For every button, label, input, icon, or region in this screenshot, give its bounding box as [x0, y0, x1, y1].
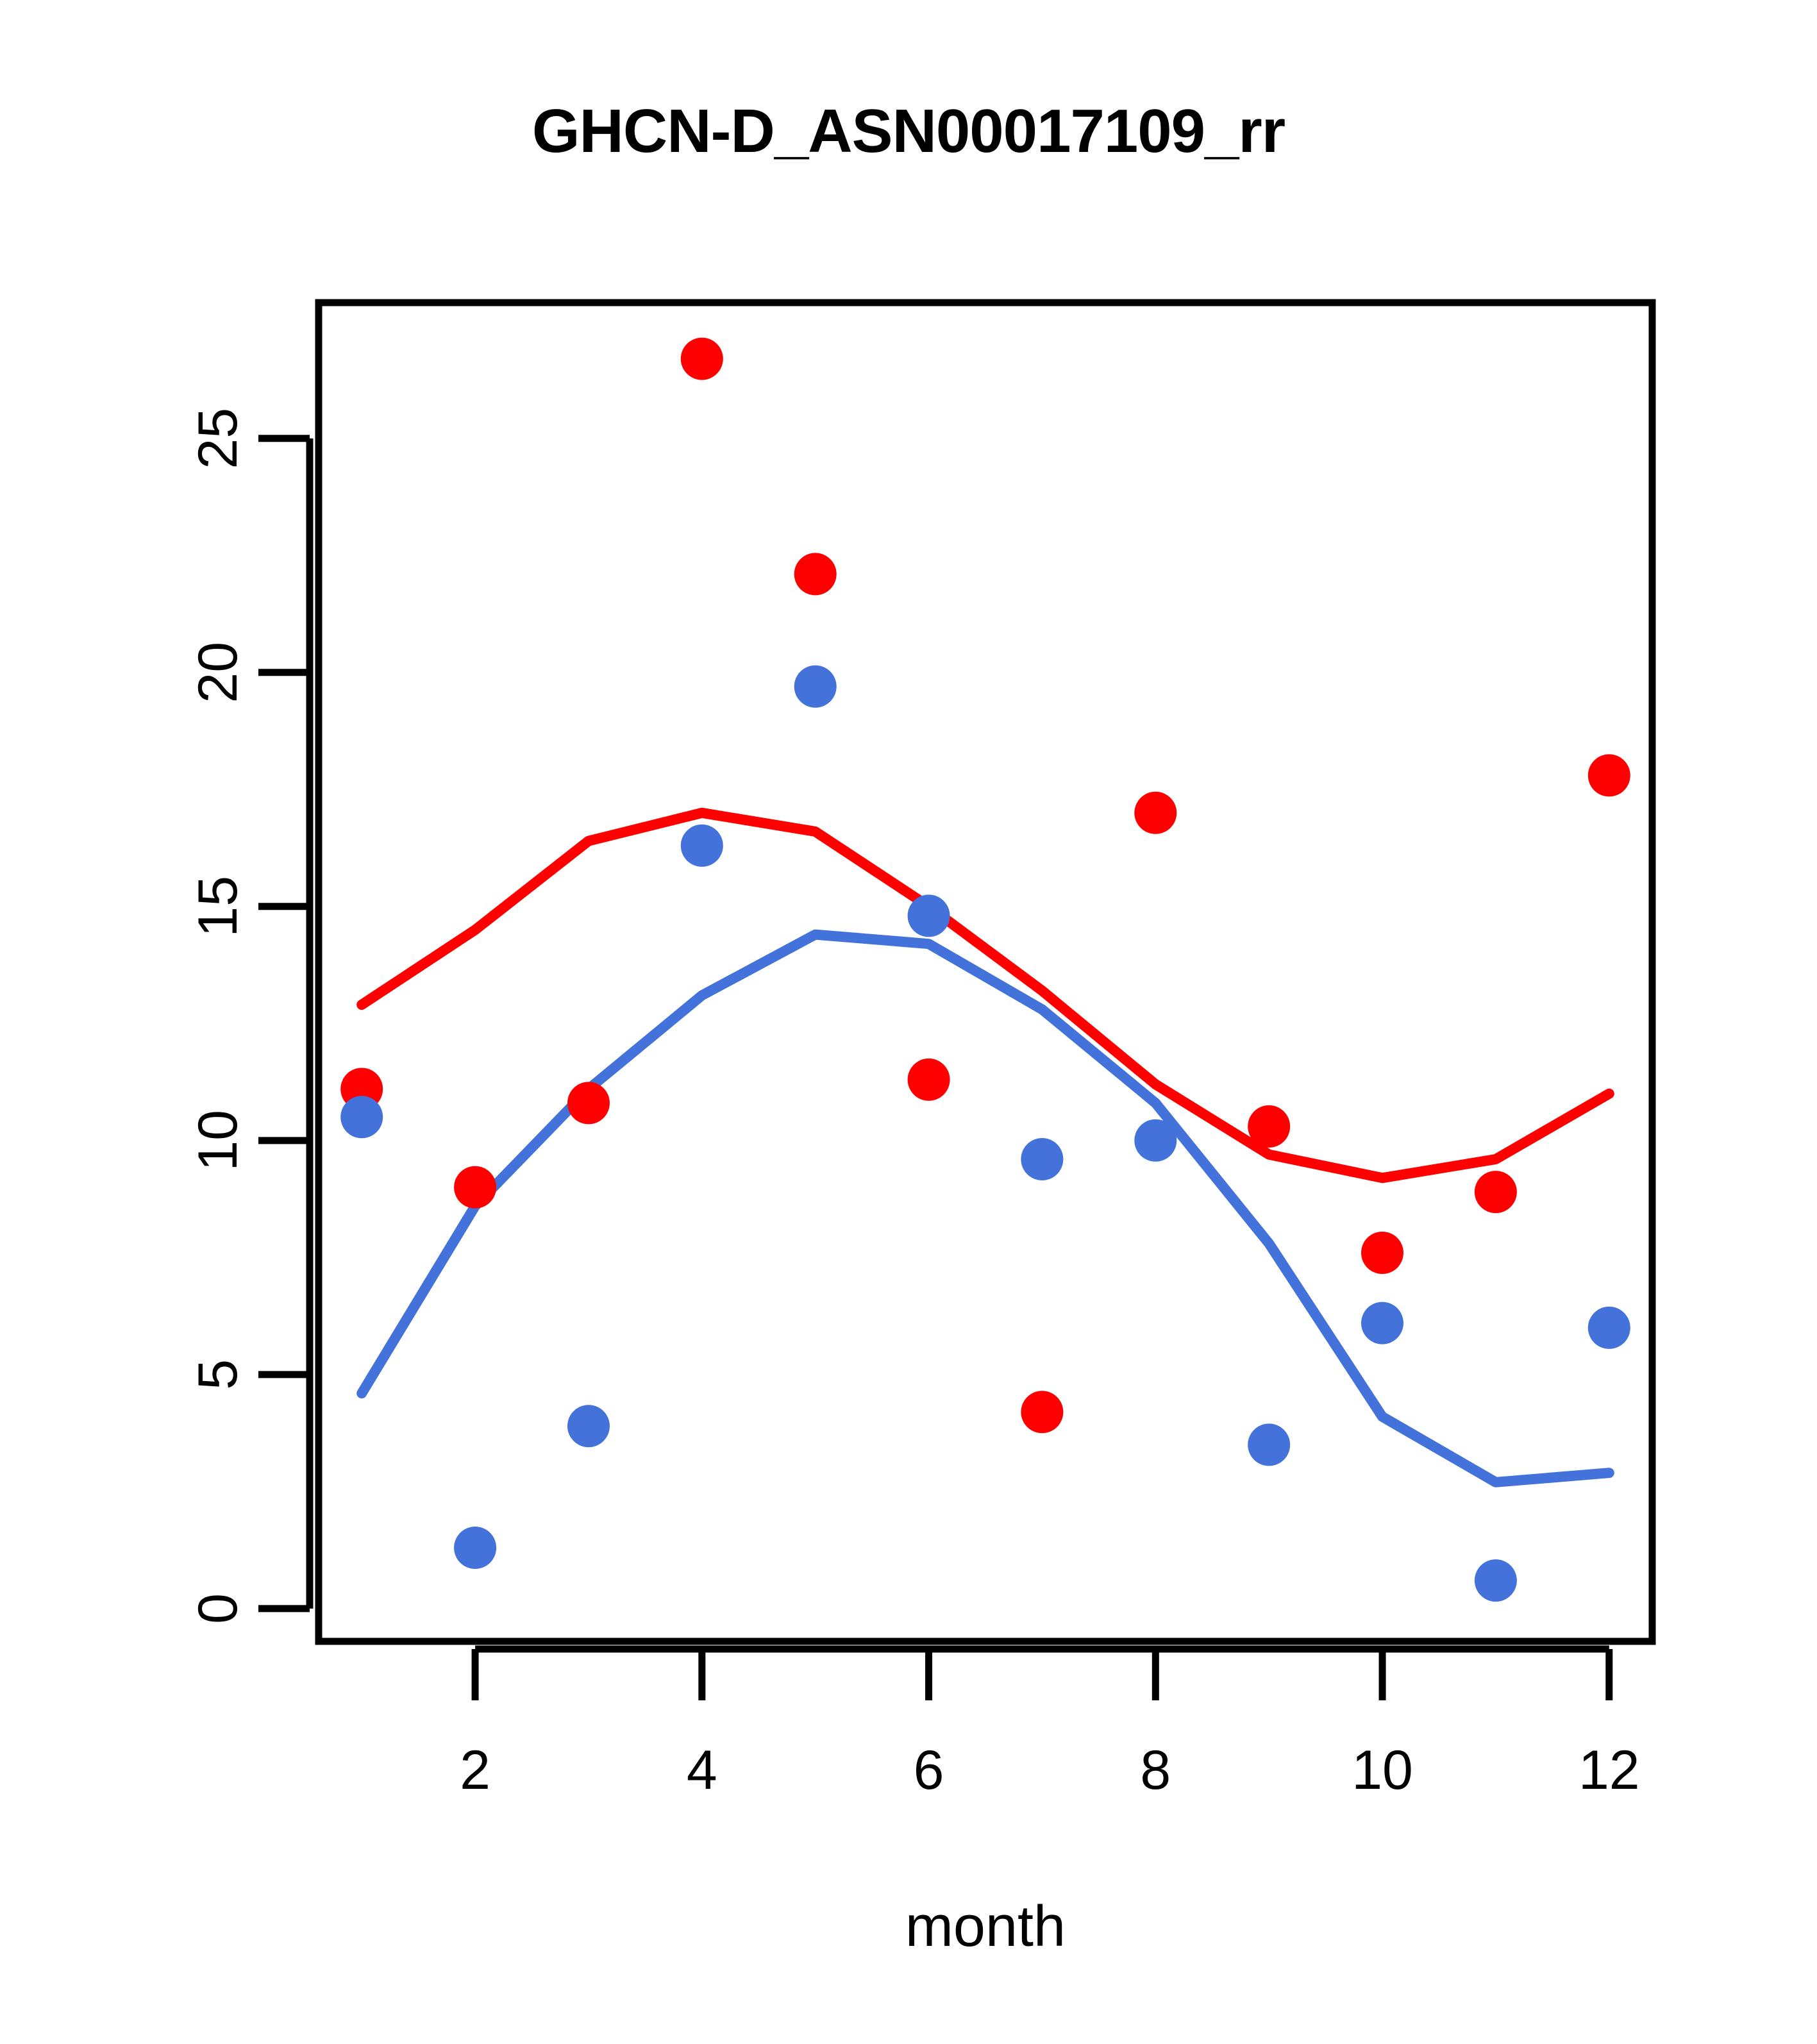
x-axis-tick-label: 12	[1578, 1739, 1640, 1801]
data-point-marker	[1021, 1391, 1064, 1434]
red-trend-line	[356, 807, 1614, 1184]
page-title: GHCN-D_ASN00017109_rr	[532, 97, 1285, 165]
y-axis-tick-label: 25	[187, 408, 249, 469]
plot-panel-border	[315, 299, 1656, 1645]
data-point-marker	[1134, 791, 1177, 834]
data-point-marker	[1248, 1423, 1291, 1466]
y-axis-tick-label: 0	[187, 1593, 249, 1624]
x-axis-tick-label: 2	[460, 1739, 490, 1801]
data-point-marker	[680, 824, 723, 867]
blue-trend-line	[356, 929, 1614, 1487]
data-point-marker	[454, 1527, 497, 1569]
x-axis-tick-label: 6	[914, 1739, 944, 1801]
data-point-marker	[794, 665, 837, 708]
data-point-marker	[907, 1058, 950, 1101]
y-axis-tick-label: 15	[187, 876, 249, 937]
data-point-marker	[567, 1405, 610, 1448]
data-point-marker	[1474, 1559, 1517, 1602]
y-axis-tick-label: 10	[187, 1110, 249, 1171]
x-axis-tick-label: 10	[1352, 1739, 1413, 1801]
data-point-marker	[1474, 1171, 1517, 1214]
data-point-marker	[454, 1166, 497, 1209]
x-axis: 2 4 6 8 10 12	[460, 1645, 1640, 1801]
data-point-marker	[794, 553, 837, 596]
x-axis-tick-label: 4	[687, 1739, 717, 1801]
y-axis: 0 5 10 15 20 25	[187, 408, 314, 1624]
x-axis-tick-label: 8	[1140, 1739, 1171, 1801]
data-point-marker	[1021, 1138, 1064, 1180]
data-point-marker	[1587, 754, 1630, 797]
y-axis-tick-label: 5	[187, 1359, 249, 1390]
data-point-marker	[567, 1082, 610, 1125]
y-axis-tick-label: 20	[187, 642, 249, 703]
x-axis-title: month	[905, 1895, 1066, 1959]
data-point-marker	[907, 894, 950, 937]
data-point-marker	[1361, 1232, 1403, 1274]
blue-data-points	[340, 665, 1630, 1602]
data-point-marker	[340, 1096, 383, 1139]
data-point-marker	[1587, 1306, 1630, 1349]
data-point-marker	[1361, 1302, 1403, 1345]
data-point-marker	[1134, 1119, 1177, 1162]
red-data-points	[340, 337, 1630, 1434]
data-point-marker	[1248, 1105, 1291, 1148]
data-point-marker	[680, 337, 723, 380]
